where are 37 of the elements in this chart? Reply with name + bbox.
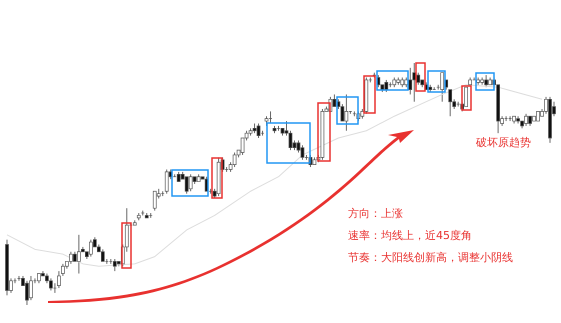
candlestick <box>344 94 348 132</box>
candlestick <box>440 72 444 102</box>
candlestick <box>77 234 81 274</box>
candlestick <box>256 122 260 139</box>
candlestick <box>152 190 157 212</box>
candlestick <box>29 275 33 301</box>
candlestick <box>252 122 256 134</box>
annotation: 速率：均线上，近45度角 <box>348 229 472 242</box>
candlestick <box>528 116 532 126</box>
candlestick <box>300 144 304 160</box>
candlestick <box>340 104 344 122</box>
candlestick <box>37 273 41 284</box>
candlestick <box>524 113 528 126</box>
candlestick <box>73 251 77 262</box>
candlestick <box>400 77 404 88</box>
candlestick <box>536 111 540 122</box>
annotation: 节奏：大阳线创新高，调整小阴线 <box>348 251 513 264</box>
candlestick <box>112 258 117 272</box>
candlestick <box>384 79 388 93</box>
candlestick <box>25 280 29 306</box>
candlestick <box>188 174 193 192</box>
candlestick <box>484 74 488 88</box>
annotation: 方向：上涨 <box>348 207 403 220</box>
candlestick <box>164 168 169 194</box>
candlestick <box>464 86 468 107</box>
candlestick <box>232 152 236 168</box>
annotation: 破坏原趋势 <box>476 136 531 149</box>
candlestick <box>392 77 396 88</box>
candlestick <box>176 171 181 182</box>
candlestick <box>69 251 73 264</box>
candlestick <box>448 89 452 117</box>
candlestick <box>100 248 105 262</box>
candlestick <box>264 116 268 126</box>
candlestick <box>49 278 53 291</box>
candlestick <box>332 94 336 108</box>
candlestick <box>184 176 189 194</box>
candlestick <box>88 239 93 258</box>
